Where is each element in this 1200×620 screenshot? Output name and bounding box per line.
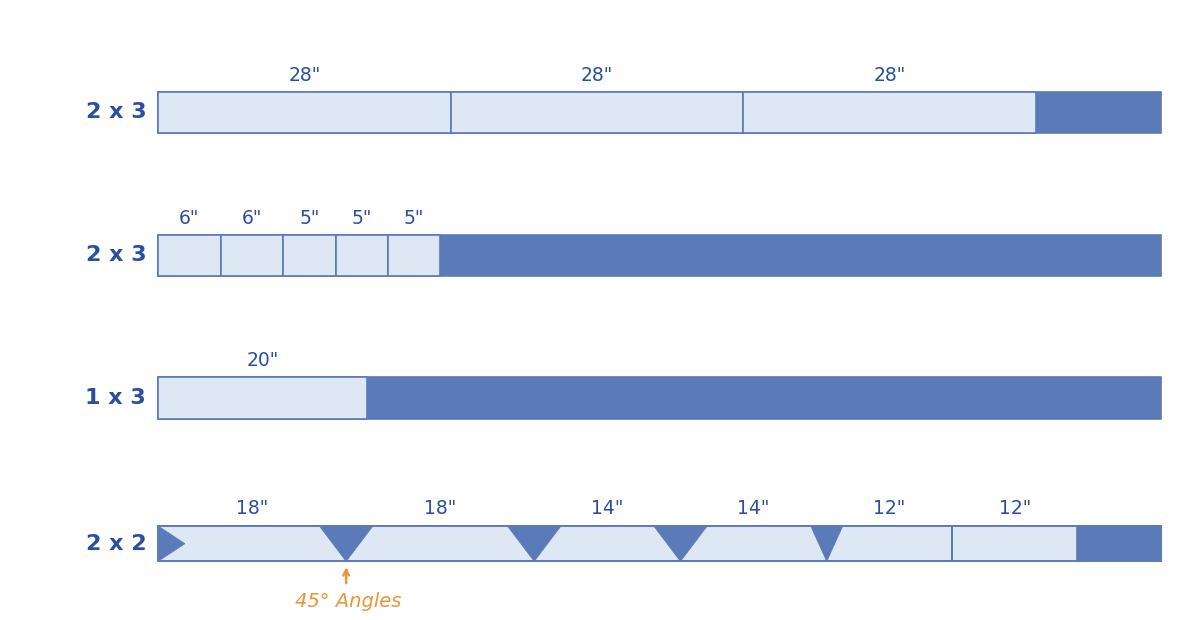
Bar bbox=[283, 234, 336, 276]
Bar bbox=[221, 234, 283, 276]
Bar bbox=[158, 92, 1162, 133]
Bar bbox=[336, 234, 388, 276]
Text: 5": 5" bbox=[299, 209, 319, 228]
Text: 12": 12" bbox=[998, 499, 1031, 518]
Polygon shape bbox=[319, 526, 373, 561]
Text: 5": 5" bbox=[404, 209, 425, 228]
Bar bbox=[158, 526, 1162, 561]
Text: 12": 12" bbox=[874, 499, 906, 518]
Text: 18": 18" bbox=[236, 499, 269, 518]
Text: 45° Angles: 45° Angles bbox=[295, 592, 401, 611]
Text: 6": 6" bbox=[242, 209, 263, 228]
Polygon shape bbox=[654, 526, 707, 561]
Bar bbox=[743, 92, 1036, 133]
Bar bbox=[158, 234, 221, 276]
Polygon shape bbox=[508, 526, 562, 561]
Text: 28": 28" bbox=[874, 66, 906, 85]
Text: 2 x 3: 2 x 3 bbox=[85, 102, 146, 123]
Text: 5": 5" bbox=[352, 209, 372, 228]
Text: 6": 6" bbox=[179, 209, 199, 228]
Text: 14": 14" bbox=[738, 499, 770, 518]
Bar bbox=[158, 92, 451, 133]
Text: 28": 28" bbox=[288, 66, 320, 85]
Bar bbox=[451, 92, 743, 133]
Text: 1 x 3: 1 x 3 bbox=[85, 388, 146, 408]
Text: 14": 14" bbox=[592, 499, 624, 518]
Bar bbox=[158, 234, 1162, 276]
Text: 2 x 3: 2 x 3 bbox=[85, 245, 146, 265]
Bar bbox=[158, 526, 1162, 561]
Polygon shape bbox=[811, 526, 842, 561]
Bar bbox=[158, 378, 1162, 418]
Bar bbox=[1078, 526, 1162, 561]
Bar bbox=[158, 378, 367, 418]
Text: 2 x 2: 2 x 2 bbox=[85, 534, 146, 554]
Text: 20": 20" bbox=[246, 352, 278, 370]
Text: 18": 18" bbox=[424, 499, 456, 518]
Text: 28": 28" bbox=[581, 66, 613, 85]
Bar bbox=[388, 234, 440, 276]
Polygon shape bbox=[158, 526, 185, 561]
